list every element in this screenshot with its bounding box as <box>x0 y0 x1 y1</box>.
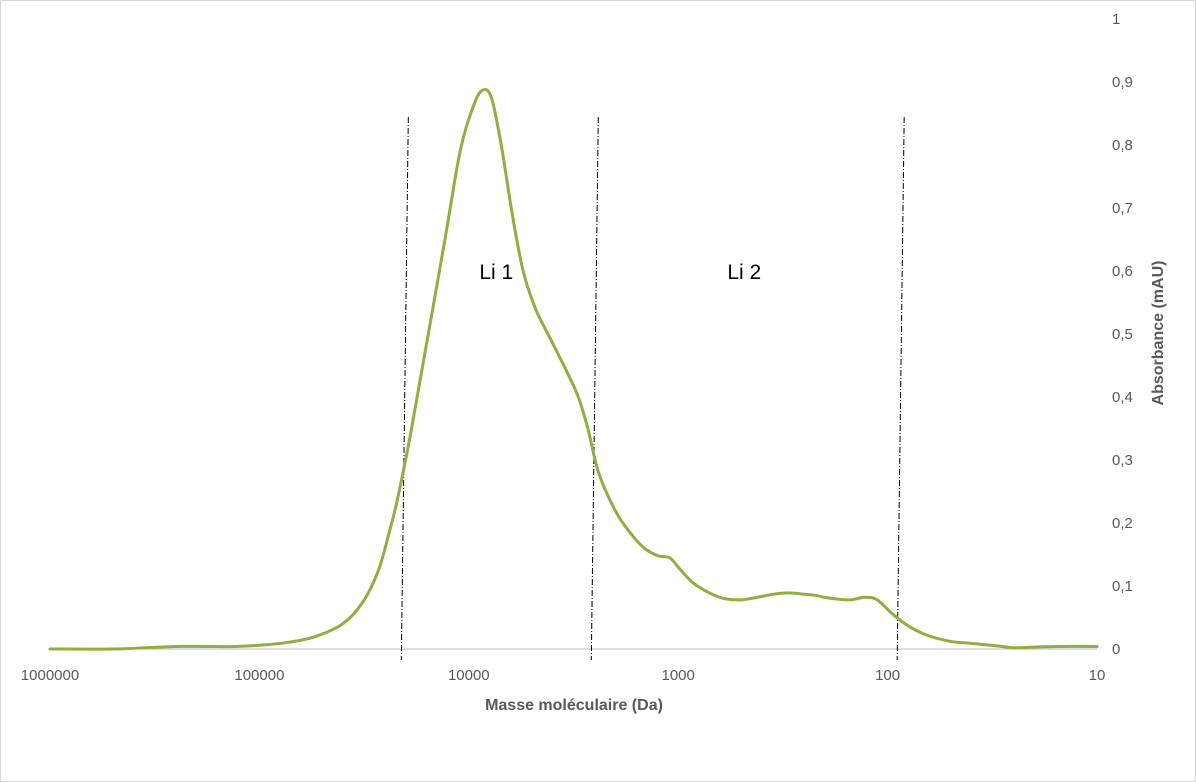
data-series <box>48 88 1099 651</box>
x-tick-label: 1000000 <box>21 667 79 684</box>
y-axis-title: Absorbance (mAU) <box>1150 261 1167 406</box>
region-boundary-line <box>590 116 599 661</box>
x-tick-labels: 1000000 100000 10000 1000 100 10 <box>21 667 1106 684</box>
x-axis-title: Masse moléculaire (Da) <box>485 697 663 714</box>
region-label: Li 1 <box>479 261 513 284</box>
y-tick-label: 1 <box>1112 11 1120 28</box>
y-tick-label: 0,8 <box>1112 137 1133 154</box>
region-boundary-line <box>400 116 409 661</box>
y-tick-label: 0,9 <box>1112 74 1133 91</box>
x-tick-label: 1000 <box>662 667 695 684</box>
region-lines <box>400 116 905 661</box>
x-tick-label: 100 <box>875 667 900 684</box>
y-tick-label: 0 <box>1112 641 1120 658</box>
y-tick-labels: 0 0,1 0,2 0,3 0,4 0,5 0,6 0,7 0,8 0,9 1 <box>1112 11 1133 658</box>
y-tick-label: 0,1 <box>1112 578 1133 595</box>
x-tick-label: 10000 <box>448 667 490 684</box>
region-label: Li 2 <box>727 261 761 284</box>
x-tick-label: 100000 <box>234 667 284 684</box>
y-tick-label: 0,4 <box>1112 389 1133 406</box>
absorbance-series-line <box>48 88 1099 651</box>
x-tick-label: 10 <box>1089 667 1106 684</box>
y-tick-label: 0,2 <box>1112 515 1133 532</box>
y-tick-label: 0,3 <box>1112 452 1133 469</box>
region-labels: Li 1 Li 2 <box>479 261 761 284</box>
y-tick-label: 0,6 <box>1112 263 1133 280</box>
region-boundary-line <box>896 116 905 661</box>
y-tick-label: 0,7 <box>1112 200 1133 217</box>
y-tick-label: 0,5 <box>1112 326 1133 343</box>
